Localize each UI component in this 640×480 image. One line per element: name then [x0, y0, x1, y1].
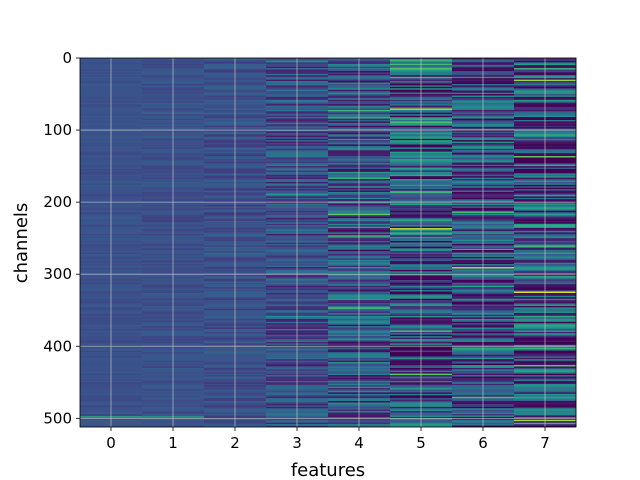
heatmap-plot-area [79, 57, 577, 428]
x-tick-label: 7 [540, 434, 550, 452]
x-tick-label: 4 [354, 434, 364, 452]
y-tick-label: 500 [43, 409, 72, 427]
y-tick-label: 400 [43, 337, 72, 355]
y-tick-label: 100 [43, 121, 72, 139]
y-tick-label: 200 [43, 193, 72, 211]
y-tick-label: 0 [62, 49, 72, 67]
y-axis-label: channels [11, 203, 32, 284]
heatmap-cells [80, 58, 577, 428]
y-tick-label: 300 [43, 265, 72, 283]
x-axis-label: features [291, 460, 365, 480]
x-tick-label: 1 [168, 434, 178, 452]
y-axis-ticks: 0 100 200 300 400 500 [43, 49, 80, 427]
x-axis-ticks: 0 1 2 3 4 5 6 7 [106, 427, 550, 452]
x-tick-label: 3 [292, 434, 302, 452]
x-tick-label: 5 [416, 434, 426, 452]
x-tick-label: 0 [106, 434, 116, 452]
plot-frame [79, 57, 577, 428]
x-tick-label: 2 [230, 434, 240, 452]
x-tick-label: 6 [478, 434, 488, 452]
